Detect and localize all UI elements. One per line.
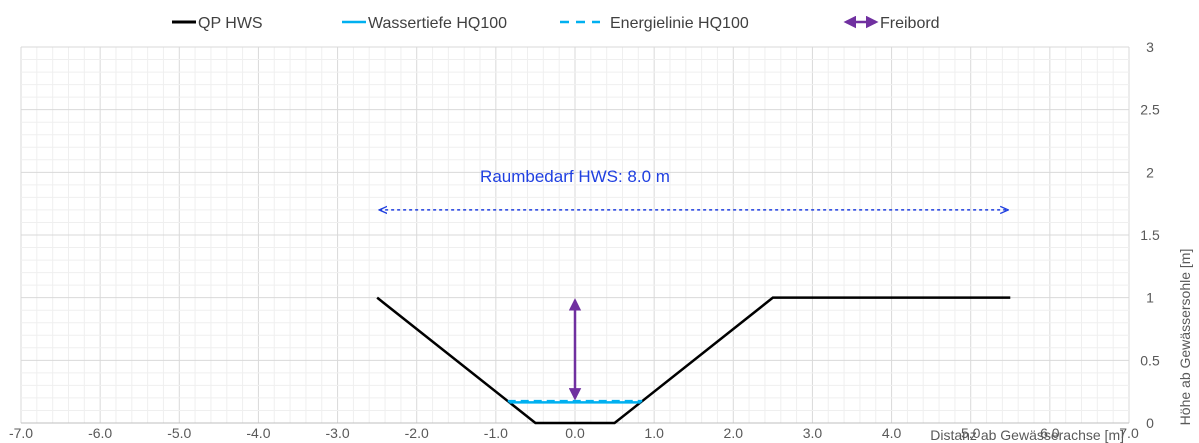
x-tick-label: 2.0 (724, 425, 744, 441)
series-layer (376, 296, 1011, 425)
legend-item-energielinie: Energielinie HQ100 (560, 15, 749, 32)
legend: QP HWS Wassertiefe HQ100 Energielinie HQ… (172, 15, 940, 32)
x-tick-label: 4.0 (882, 425, 902, 441)
y-tick-label: 1.5 (1140, 227, 1160, 243)
x-tick-label: -7.0 (9, 425, 33, 441)
legend-item-wassertiefe: Wassertiefe HQ100 (342, 15, 507, 32)
x-tick-label: 0.0 (565, 425, 585, 441)
y-tick-label: 0 (1146, 415, 1154, 431)
x-tick-label: 1.0 (644, 425, 664, 441)
y-tick-label: 3 (1146, 39, 1154, 55)
x-tick-label: 3.0 (803, 425, 823, 441)
x-tick-label: -1.0 (484, 425, 508, 441)
x-axis-title: Distanz ab Gewässerachse [m] (930, 427, 1124, 443)
x-tick-label: -5.0 (167, 425, 191, 441)
x-tick-label: -6.0 (88, 425, 112, 441)
x-tick-label: -4.0 (246, 425, 270, 441)
legend-item-freibord: Freibord (843, 15, 940, 32)
legend-label-freibord: Freibord (880, 15, 940, 32)
y-axis-title: Höhe ab Gewässersohle [m] (1177, 249, 1193, 426)
y-axis-tick-labels: 0 0.5 1 1.5 2 2.5 3 (1140, 39, 1160, 431)
y-tick-label: 1 (1146, 290, 1154, 306)
x-axis-tick-labels: -7.0 -6.0 -5.0 -4.0 -3.0 -2.0 -1.0 0.0 1.0 2.0 3.0… (9, 425, 1139, 441)
y-tick-label: 0.5 (1140, 352, 1160, 368)
x-tick-label: 7.0 (1119, 425, 1139, 441)
legend-item-qp-hws: QP HWS (172, 15, 263, 32)
legend-label-qp-hws: QP HWS (198, 15, 263, 32)
x-tick-label: -2.0 (405, 425, 429, 441)
raumbedarf-label: Raumbedarf HWS: 8.0 m (480, 167, 670, 186)
x-tick-label: 5.0 (961, 425, 981, 441)
x-tick-label: 6.0 (1040, 425, 1060, 441)
y-tick-label: 2.5 (1140, 102, 1160, 118)
x-tick-label: -3.0 (326, 425, 350, 441)
legend-label-wassertiefe: Wassertiefe HQ100 (368, 15, 507, 32)
series-qp-hws-line (376, 296, 1011, 425)
y-tick-label: 2 (1146, 164, 1154, 180)
legend-label-energielinie: Energielinie HQ100 (610, 15, 749, 32)
